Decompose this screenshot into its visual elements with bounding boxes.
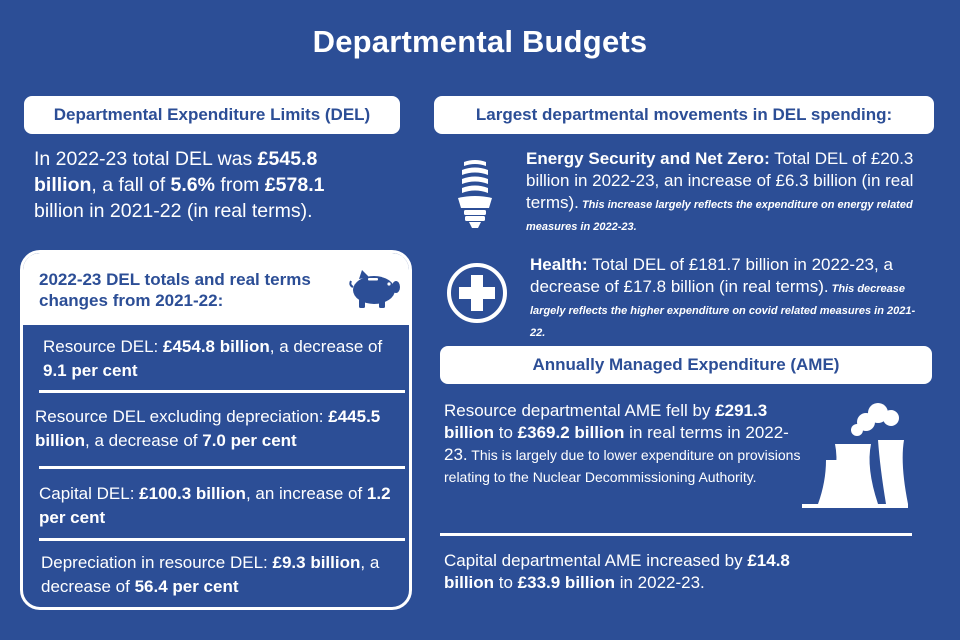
item-change: 7.0 per cent: [202, 431, 297, 450]
movement-health: Health: Total DEL of £181.7 billion in 2…: [530, 254, 922, 342]
item-value: £454.8 billion: [163, 337, 270, 356]
ame-resource-text-1: Resource departmental AME fell by: [444, 401, 716, 420]
ame-header: Annually Managed Expenditure (AME): [440, 346, 932, 384]
del-summary-text-3: from: [214, 174, 265, 196]
ame-resource-text-3: in real terms in 2022-23.: [444, 423, 789, 464]
item-text: , an increase of: [245, 484, 367, 503]
ame-resource: Resource departmental AME fell by £291.3…: [444, 400, 804, 488]
panel-divider: [39, 390, 405, 393]
del-header: Departmental Expenditure Limits (DEL): [24, 96, 400, 134]
cooling-tower-icon: [802, 403, 908, 508]
health-cross-icon: [447, 263, 507, 323]
movement-text: Total DEL of £20.3 billion in 2022-23, a…: [526, 149, 914, 212]
movement-dept: Health:: [530, 255, 588, 274]
item-change: 56.4 per cent: [134, 577, 239, 596]
ame-capital-total: £33.9 billion: [517, 573, 615, 592]
item-label: Resource DEL:: [43, 337, 163, 356]
page-title: Departmental Budgets: [312, 24, 648, 59]
movement-energy: Energy Security and Net Zero: Total DEL …: [526, 148, 918, 236]
item-label: Capital DEL:: [39, 484, 140, 503]
ame-resource-fall: £291.3 billion: [444, 401, 768, 442]
ame-capital: Capital departmental AME increased by £1…: [444, 550, 844, 594]
panel-header: 2022-23 DEL totals and real terms change…: [23, 253, 409, 325]
ame-capital-text-3: in 2022-23.: [614, 573, 705, 592]
item-value: £9.3 billion: [272, 553, 361, 572]
item-text: , a decrease of: [41, 553, 380, 596]
ame-capital-text-1: Capital departmental AME increased by: [444, 551, 748, 570]
item-change: 1.2 per cent: [39, 484, 391, 527]
panel-item-resource-del: Resource DEL: £454.8 billion, a decrease…: [43, 335, 393, 383]
item-label: Depreciation in resource DEL:: [41, 553, 273, 572]
panel-divider: [39, 538, 405, 541]
item-label: Resource DEL excluding depreciation:: [35, 407, 329, 426]
panel-item-depreciation: Depreciation in resource DEL: £9.3 billi…: [41, 551, 401, 599]
movements-header: Largest departmental movements in DEL sp…: [434, 96, 934, 134]
movement-note: This increase largely reflects the expen…: [526, 199, 913, 233]
item-change: 9.1 per cent: [43, 361, 138, 380]
del-summary: In 2022-23 total DEL was £545.8 billion,…: [34, 146, 374, 224]
panel-item-capital-del: Capital DEL: £100.3 billion, an increase…: [39, 482, 399, 530]
ame-resource-text-2: to: [494, 423, 518, 442]
del-total-value: £545.8 billion: [34, 148, 318, 196]
ame-resource-total: £369.2 billion: [517, 423, 625, 442]
del-summary-text-2: , a fall of: [91, 174, 171, 196]
piggy-bank-icon: [349, 270, 400, 308]
ame-divider: [440, 533, 912, 536]
panel-item-resource-excl-depreciation: Resource DEL excluding depreciation: £44…: [35, 405, 403, 453]
item-text: , a decrease of: [85, 431, 203, 450]
del-summary-text-1: In 2022-23 total DEL was: [34, 148, 258, 170]
del-fall-percent: 5.6%: [170, 174, 215, 196]
ame-capital-increase: £14.8 billion: [444, 551, 790, 592]
item-value: £445.5 billion: [35, 407, 381, 450]
lightbulb-icon: [458, 160, 492, 228]
item-value: £100.3 billion: [139, 484, 246, 503]
movement-text: Total DEL of £181.7 billion in 2022-23, …: [530, 255, 893, 296]
panel-divider: [39, 466, 405, 469]
ame-capital-text-2: to: [494, 573, 518, 592]
del-prior-value: £578.1: [264, 174, 325, 196]
item-text: , a decrease of: [269, 337, 383, 356]
del-summary-text-4: billion in 2021-22 (in real terms).: [34, 200, 313, 222]
del-totals-panel: 2022-23 DEL totals and real terms change…: [20, 250, 412, 610]
panel-title: 2022-23 DEL totals and real terms change…: [39, 270, 311, 310]
movement-note: This decrease largely reflects the highe…: [530, 283, 916, 339]
movement-dept: Energy Security and Net Zero:: [526, 149, 770, 168]
ame-resource-note: This is largely due to lower expenditure…: [444, 447, 801, 485]
